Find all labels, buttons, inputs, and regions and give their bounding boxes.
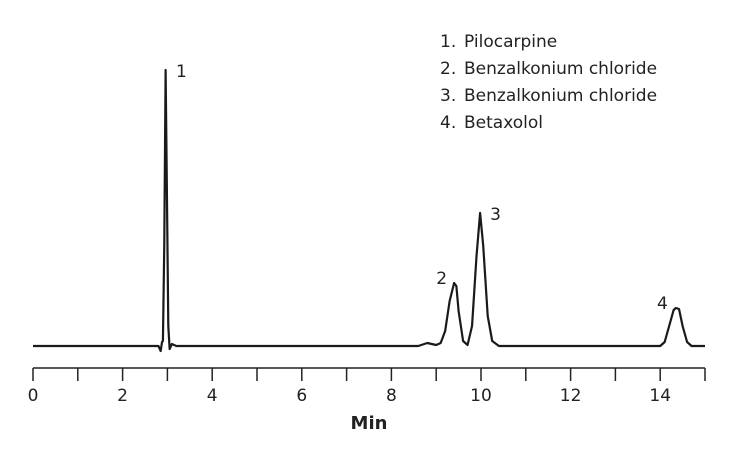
legend-number: 2. bbox=[440, 59, 456, 79]
x-tick-label: 14 bbox=[649, 386, 671, 406]
trace bbox=[33, 68, 705, 353]
peak-label: 2 bbox=[436, 269, 447, 289]
x-tick-label: 4 bbox=[207, 386, 218, 406]
legend-number: 4. bbox=[440, 113, 456, 133]
peak-label: 3 bbox=[490, 205, 501, 225]
x-tick-label: 0 bbox=[28, 386, 39, 406]
peak-label: 4 bbox=[657, 294, 668, 314]
x-axis-label: Min bbox=[351, 413, 388, 434]
legend-name: Benzalkonium chloride bbox=[464, 86, 657, 106]
legend-name: Pilocarpine bbox=[464, 32, 557, 52]
x-tick-label: 2 bbox=[117, 386, 128, 406]
peak-label: 1 bbox=[176, 62, 187, 82]
x-tick-label: 6 bbox=[296, 386, 307, 406]
legend-name: Benzalkonium chloride bbox=[464, 59, 657, 79]
legend-number: 3. bbox=[440, 86, 456, 106]
legend-number: 1. bbox=[440, 32, 456, 52]
x-tick-label: 10 bbox=[470, 386, 492, 406]
x-tick-label: 12 bbox=[560, 386, 582, 406]
x-tick-label: 8 bbox=[386, 386, 397, 406]
legend-name: Betaxolol bbox=[464, 113, 543, 133]
